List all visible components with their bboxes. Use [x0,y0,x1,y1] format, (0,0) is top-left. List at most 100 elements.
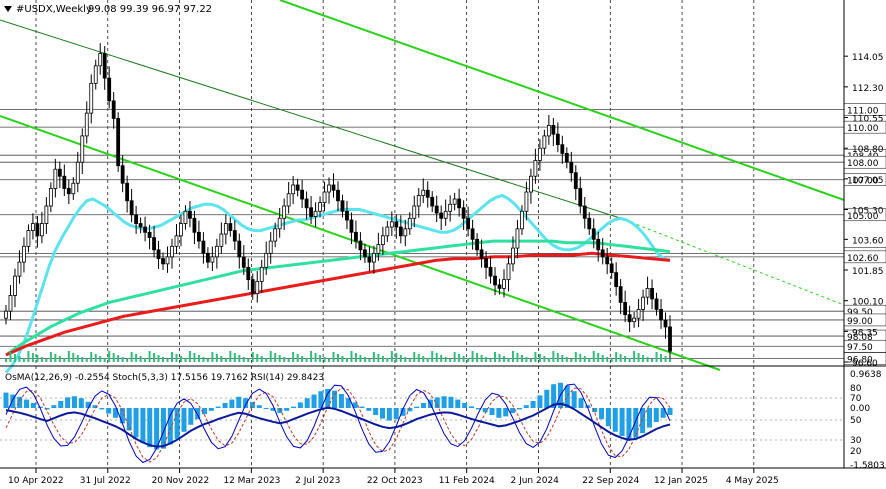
volume-bar [184,358,187,362]
osma-bar [619,408,625,436]
rsi-line [5,402,671,448]
candle-body [170,245,174,258]
y-tick-label: 114.05 [852,53,884,63]
candle-body [345,210,349,221]
volume-bar [440,355,443,362]
candle-body [111,100,116,119]
volume-bar [58,356,61,362]
volume-bar [36,355,39,362]
osma-bar [325,388,331,408]
volume-bar [520,355,523,362]
osma-bar [646,408,652,428]
volume-bar [637,353,640,362]
osc-scale-label: 30 [850,436,862,446]
osc-scale-label: 0.00 [850,404,870,414]
osma-bar [653,408,659,422]
volume-bar [606,357,609,362]
candle-body [605,256,610,265]
osma-bar [119,408,125,424]
level-label: 99.50 [847,308,873,318]
volume-bar [507,358,510,362]
osma-bar [605,408,611,427]
candle-body [26,230,31,247]
osma-bar [85,401,91,408]
osma-bar [263,408,269,409]
volume-bar [242,357,245,362]
osma-bar [236,396,242,408]
osma-bar [181,408,187,432]
volume-bar [471,351,474,362]
osma-bar [147,408,153,448]
volume-bar [494,352,497,362]
trend-dark-ext [619,217,845,306]
volume-bar [5,359,7,362]
candle-body [214,245,219,258]
osma-bar [311,394,317,408]
candle-body [493,275,497,286]
osma-bar [455,399,461,408]
osma-bar [441,396,447,408]
triangle-down-icon[interactable] [4,6,12,12]
osma-bar [462,402,468,408]
candle-body [430,196,435,207]
osma-bar [126,408,132,431]
volume-bar [556,353,559,362]
x-tick-label: 22 Sep 2024 [582,476,639,486]
candle-body [39,223,44,237]
candle-body [632,317,637,323]
candle-body [201,240,206,254]
candle-body [143,226,147,233]
candle-body [618,286,623,303]
candle-body [663,319,668,328]
osma-bar [626,408,632,439]
volume-bar [13,354,16,362]
volume-bar [552,351,555,362]
level-label: 96.80 [847,355,873,365]
osma-bar [65,397,71,408]
osma-bar [393,408,399,420]
level-label: 107.00 [847,177,879,187]
volume-bar [45,359,48,362]
volume-bar [610,359,613,362]
osma-bar [434,397,440,408]
candle-body [425,189,430,198]
osma-bar [249,401,255,408]
candle-body [349,219,354,233]
volume-bar [238,355,241,362]
osma-bar [222,402,228,408]
volume-bar [399,355,402,362]
volume-bar [372,352,375,362]
candle-body [336,189,340,202]
candle-body [331,184,336,191]
volume-bar [139,356,142,362]
ohlc-values: 99.08 99.39 96.97 97.22 [88,4,212,15]
candle-body [475,238,479,251]
osma-bar [297,402,303,408]
candle-body [129,200,134,216]
osma-bar [270,408,276,411]
volume-bar [76,355,79,362]
osma-bar [318,391,324,408]
candle-body [120,165,125,184]
candle-body [533,160,538,177]
candle-body [4,310,8,319]
candle-body [84,112,89,137]
volume-bar [341,356,344,362]
volume-bar [319,355,322,362]
osma-bar [352,402,358,408]
volume-bar [323,357,326,362]
candle-body [461,207,466,219]
osma-bar [421,402,427,408]
volume-bar [269,351,272,362]
volume-bar [615,352,618,362]
candle-body [35,223,40,237]
candle-body [421,189,426,196]
osma-bar [578,398,584,408]
osc-scale-label: 80 [850,384,862,394]
candle-body [228,223,233,231]
candle-body [466,217,471,230]
candle-body [645,287,650,298]
candle-body [452,198,457,205]
